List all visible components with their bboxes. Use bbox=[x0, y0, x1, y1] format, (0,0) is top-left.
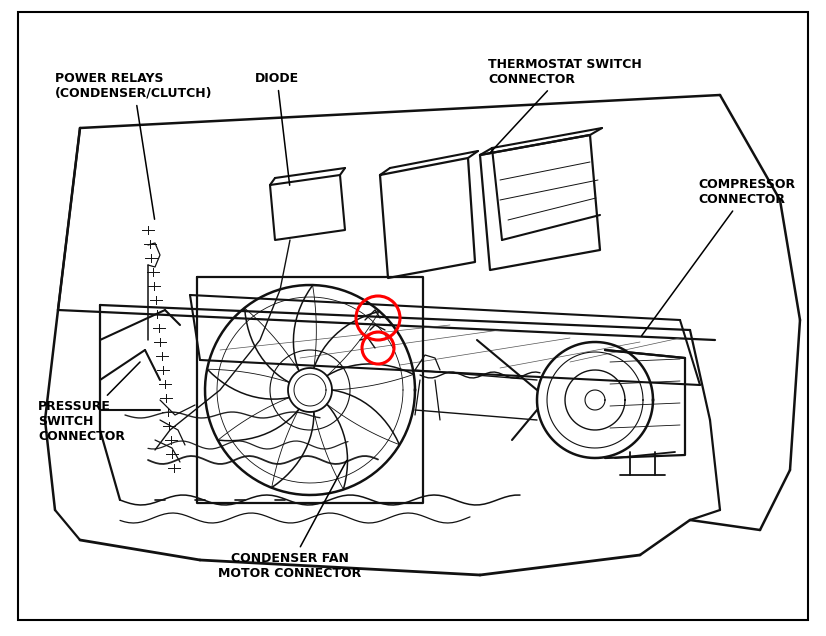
Text: CONDENSER FAN
MOTOR CONNECTOR: CONDENSER FAN MOTOR CONNECTOR bbox=[218, 460, 362, 580]
Text: PRESSURE
SWITCH
CONNECTOR: PRESSURE SWITCH CONNECTOR bbox=[38, 362, 140, 443]
Text: DIODE: DIODE bbox=[255, 72, 299, 185]
Text: THERMOSTAT SWITCH
CONNECTOR: THERMOSTAT SWITCH CONNECTOR bbox=[488, 58, 642, 153]
Text: POWER RELAYS
(CONDENSER/CLUTCH): POWER RELAYS (CONDENSER/CLUTCH) bbox=[55, 72, 212, 219]
Text: COMPRESSOR
CONNECTOR: COMPRESSOR CONNECTOR bbox=[642, 178, 795, 336]
